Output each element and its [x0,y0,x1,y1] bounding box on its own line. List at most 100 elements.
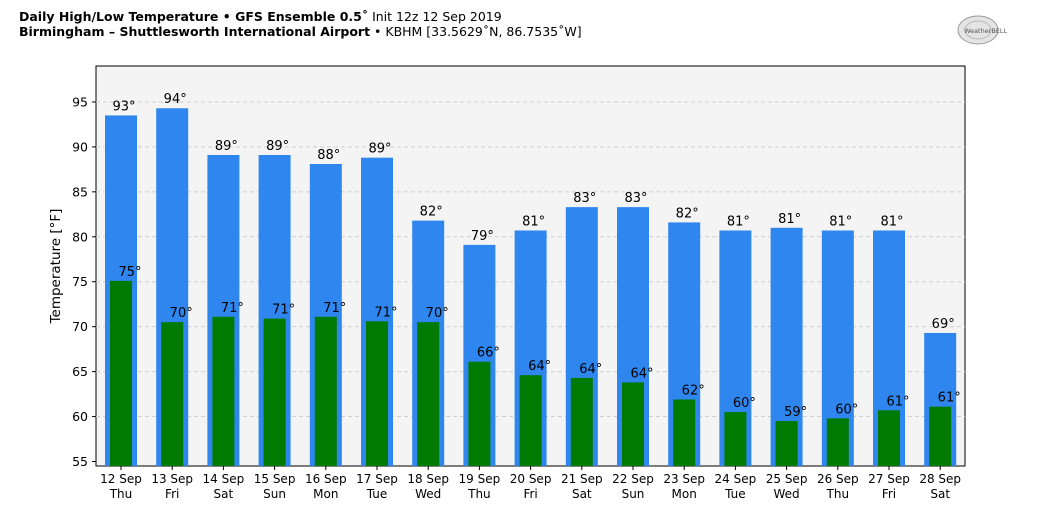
x-tick-date: 14 Sep [203,472,245,486]
x-tick-date: 24 Sep [715,472,757,486]
low-value-label: 71° [272,303,295,318]
low-bar [622,382,644,466]
chart-header: Daily High/Low Temperature • GFS Ensembl… [19,9,582,39]
y-tick-label: 75 [72,274,88,289]
chart-title-main: Daily High/Low Temperature • GFS Ensembl… [19,9,369,24]
y-tick-label: 60 [72,409,88,424]
x-tick-date: 25 Sep [766,472,808,486]
chart-subtitle: Birmingham – Shuttlesworth International… [19,24,582,39]
high-value-label: 83° [573,191,596,206]
low-bar [417,322,440,466]
x-tick-weekday: Fri [165,487,179,501]
y-axis: 55 60 65 70 75 80 85 90 95 [72,94,96,469]
low-bar [110,280,132,466]
low-value-label: 71° [323,301,346,316]
low-value-label: 61° [938,391,961,406]
x-tick-weekday: Mon [672,487,697,501]
high-value-label: 94° [164,92,187,107]
x-tick-date: 13 Sep [151,472,193,486]
high-value-label: 89° [215,139,238,154]
y-tick-label: 90 [72,139,88,154]
high-value-label: 88° [317,148,340,163]
x-tick-weekday: Wed [774,487,800,501]
low-value-label: 70° [170,306,193,321]
x-tick-date: 18 Sep [407,472,449,486]
low-bar [673,399,696,466]
x-tick-weekday: Sun [263,487,286,501]
x-tick-weekday: Sat [930,487,950,501]
low-bar [468,361,491,466]
low-value-label: 70° [426,306,449,321]
high-value-label: 81° [778,212,801,227]
station-name: Birmingham – Shuttlesworth International… [19,24,371,39]
high-value-label: 81° [727,214,750,229]
x-tick-weekday: Mon [313,487,338,501]
y-tick-label: 95 [72,94,88,109]
low-value-label: 60° [835,402,858,417]
x-tick-date: 15 Sep [254,472,296,486]
x-tick-date: 28 Sep [919,472,961,486]
logo-text: WeatherBELL [964,27,1008,35]
high-value-label: 81° [829,214,852,229]
chart-title: Daily High/Low Temperature • GFS Ensembl… [19,9,582,24]
low-value-label: 66° [477,346,500,361]
low-bar [826,418,849,466]
x-tick-date: 21 Sep [561,472,603,486]
low-value-label: 71° [374,305,397,320]
x-tick-date: 26 Sep [817,472,859,486]
high-value-label: 89° [368,142,391,157]
high-value-label: 89° [266,139,289,154]
bar-series [105,108,957,466]
low-value-label: 75° [118,265,141,280]
low-value-label: 62° [682,383,705,398]
x-tick-weekday: Thu [467,487,491,501]
high-value-label: 79° [471,229,494,244]
low-bar [724,412,747,466]
low-value-label: 64° [528,359,551,374]
x-tick-weekday: Fri [523,487,537,501]
low-bar [878,410,900,466]
y-axis-label: Temperature [°F] [48,209,64,325]
low-value-label: 59° [784,405,807,420]
x-tick-date: 16 Sep [305,472,347,486]
low-value-label: 60° [733,396,756,411]
y-tick-label: 85 [72,184,88,199]
weatherbell-logo-icon: WeatherBELL [957,15,1008,45]
low-value-label: 64° [630,366,653,381]
x-tick-date: 17 Sep [356,472,398,486]
x-tick-date: 20 Sep [510,472,552,486]
high-value-label: 82° [420,205,443,220]
low-bar [570,377,593,466]
low-bar [314,316,337,466]
x-tick-weekday: Tue [724,487,746,501]
high-value-label: 69° [932,317,955,332]
low-value-label: 61° [886,394,909,409]
y-tick-label: 65 [72,364,88,379]
x-tick-weekday: Sun [622,487,645,501]
x-tick-weekday: Sat [214,487,234,501]
x-tick-weekday: Fri [882,487,896,501]
x-tick-weekday: Wed [415,487,441,501]
y-tick-label: 55 [72,454,88,469]
station-coords: • KBHM [33.5629˚N, 86.7535˚W] [370,24,582,39]
y-tick-label: 70 [72,319,88,334]
low-bar [929,406,952,466]
x-tick-weekday: Sat [572,487,592,501]
x-tick-date: 27 Sep [868,472,910,486]
x-tick-date: 23 Sep [663,472,705,486]
low-bar [775,421,798,466]
high-value-label: 93° [112,99,135,114]
y-tick-label: 80 [72,229,88,244]
chart-title-init: Init 12z 12 Sep 2019 [368,9,502,24]
data-labels: 93° 75° 94° 70° 89° 71° 89° 71° 88° 71° 89° 71° 82° 7… [112,92,960,420]
high-value-label: 81° [880,214,903,229]
x-tick-weekday: Thu [826,487,850,501]
low-value-label: 71° [221,301,244,316]
x-tick-date: 19 Sep [459,472,501,486]
low-bar [519,375,542,466]
x-tick-date: 22 Sep [612,472,654,486]
x-tick-weekday: Thu [109,487,133,501]
low-bar [366,321,388,466]
